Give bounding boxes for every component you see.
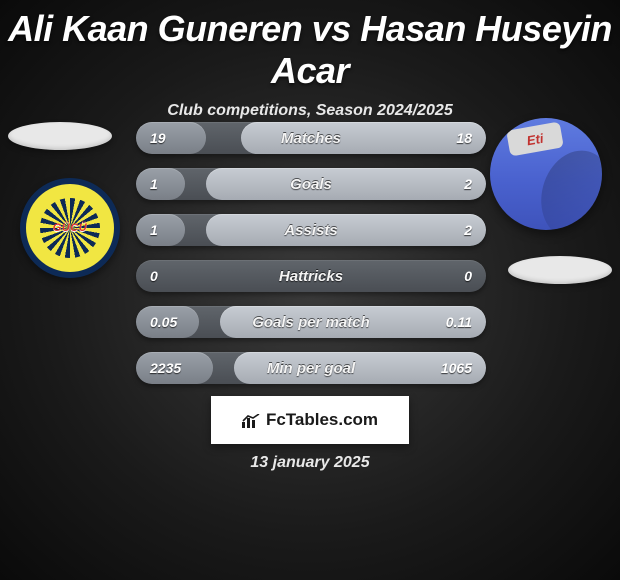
stat-right-value: 2 — [464, 168, 472, 200]
player1-club-badge: GÜCÜ — [20, 178, 120, 278]
player1-club-badge-inner: GÜCÜ — [40, 198, 100, 258]
fctables-logo-text: FcTables.com — [266, 410, 378, 430]
player2-sponsor-stripe: Eti — [506, 122, 564, 157]
stat-label: Assists — [136, 214, 486, 246]
date-line: 13 january 2025 — [0, 454, 620, 472]
player2-pill — [508, 256, 612, 284]
stat-right-value: 18 — [456, 122, 472, 154]
stat-label: Goals per match — [136, 306, 486, 338]
stat-label: Min per goal — [136, 352, 486, 384]
player2-sponsor-text: Eti — [526, 130, 545, 148]
stat-label: Hattricks — [136, 260, 486, 292]
stat-row: 2235Min per goal1065 — [136, 352, 486, 384]
stat-row: 0Hattricks0 — [136, 260, 486, 292]
stat-row: 19Matches18 — [136, 122, 486, 154]
player1-pill — [8, 122, 112, 150]
fctables-logo-box: FcTables.com — [211, 396, 409, 444]
player1-club-badge-text: GÜCÜ — [53, 222, 87, 234]
stat-row: 1Assists2 — [136, 214, 486, 246]
stat-right-value: 1065 — [441, 352, 472, 384]
stat-right-value: 0 — [464, 260, 472, 292]
page-title: Ali Kaan Guneren vs Hasan Huseyin Acar — [0, 0, 620, 92]
stat-right-value: 0.11 — [446, 306, 472, 338]
chart-icon — [242, 413, 262, 427]
stat-label: Goals — [136, 168, 486, 200]
stat-rows: 19Matches18 1Goals2 1Assists2 0Hattricks0 0.… — [136, 122, 486, 398]
subtitle: Club competitions, Season 2024/2025 — [0, 102, 620, 120]
stat-row: 0.05Goals per match0.11 — [136, 306, 486, 338]
stat-right-value: 2 — [464, 214, 472, 246]
fctables-logo: FcTables.com — [242, 410, 378, 430]
stat-row: 1Goals2 — [136, 168, 486, 200]
player2-avatar: Eti — [490, 118, 602, 230]
player2-shirt-fold — [532, 142, 602, 230]
stat-label: Matches — [136, 122, 486, 154]
